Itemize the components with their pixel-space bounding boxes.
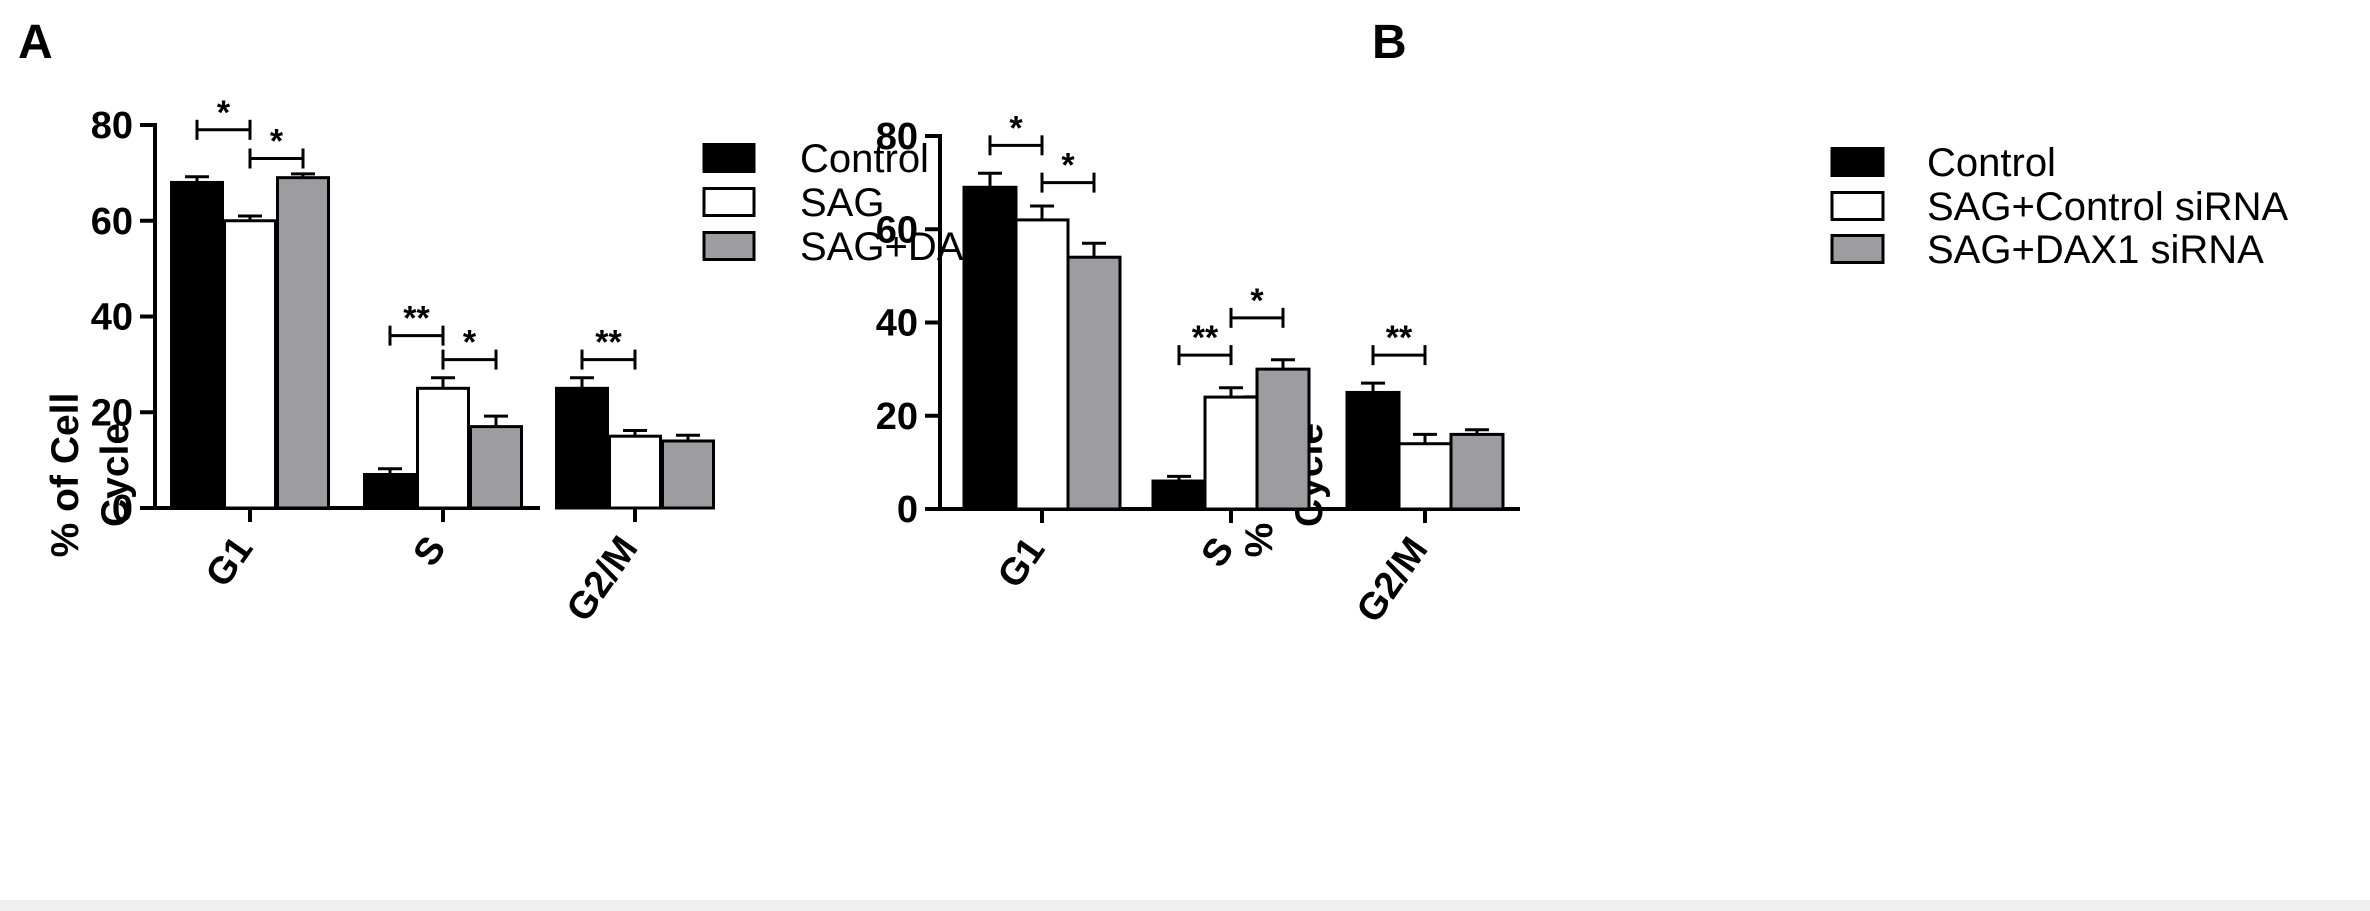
y-tick-label: 80 xyxy=(876,116,918,158)
y-tick-label: 40 xyxy=(91,297,133,339)
x-tick-label: G1 xyxy=(990,530,1053,596)
bar xyxy=(469,425,523,510)
significance-label: ** xyxy=(595,324,622,362)
legend-label: SAG xyxy=(800,181,884,225)
bar xyxy=(223,219,277,510)
significance-label: ** xyxy=(403,300,430,338)
y-tick-label: 40 xyxy=(876,303,918,345)
y-tick-label: 20 xyxy=(91,392,133,434)
legend-swatch xyxy=(1830,147,1885,177)
legend-swatch xyxy=(702,187,756,217)
bar xyxy=(1203,395,1259,511)
bar xyxy=(1066,255,1122,511)
panel-label-b: B xyxy=(1372,16,1407,69)
bar xyxy=(276,176,330,510)
bar xyxy=(1449,432,1505,511)
y-axis-title-a-line1: % of Cell xyxy=(44,393,87,558)
significance-label: * xyxy=(463,324,477,362)
y-tick-label: 60 xyxy=(876,209,918,251)
x-tick-label: G2/M xyxy=(559,529,647,629)
significance-label: * xyxy=(270,123,284,161)
y-axis-title-a-line2: Cycle xyxy=(94,423,137,527)
significance-label: * xyxy=(1061,147,1075,185)
significance-label: * xyxy=(217,94,231,132)
bar xyxy=(608,434,662,510)
bar xyxy=(661,439,715,510)
y-tick-label: 20 xyxy=(876,396,918,438)
x-tick-label: S xyxy=(1193,530,1242,575)
legend-label: SAG+DAX1 siRNA xyxy=(1927,228,2264,272)
legend-swatch xyxy=(1830,191,1885,221)
y-tick-label: 0 xyxy=(112,488,133,530)
legend-swatch xyxy=(1830,234,1885,264)
y-tick-label: 0 xyxy=(897,489,918,531)
significance-label: * xyxy=(1250,282,1264,320)
legend-label: Control xyxy=(800,137,929,181)
bottom-strip xyxy=(0,900,2370,911)
y-tick-label: 60 xyxy=(91,201,133,243)
bar xyxy=(1397,442,1453,511)
x-tick-label: S xyxy=(405,529,454,574)
bar xyxy=(1014,218,1070,511)
significance-label: ** xyxy=(1192,319,1219,357)
legend-swatch xyxy=(702,231,756,261)
x-tick-label: G2/M xyxy=(1349,530,1437,630)
bar xyxy=(416,386,470,510)
legend-label: Control xyxy=(1927,141,2056,185)
bar xyxy=(1151,479,1207,511)
bar xyxy=(555,386,609,510)
panel-label-a: A xyxy=(18,16,53,69)
legend-swatch xyxy=(702,143,756,173)
significance-label: * xyxy=(1009,109,1023,147)
bar xyxy=(363,472,417,510)
y-tick-label: 80 xyxy=(91,105,133,147)
bar xyxy=(962,185,1018,511)
panel-b: B % of Cell Cycle 020406080G1SG2/M******… xyxy=(876,16,2289,630)
significance-label: ** xyxy=(1386,319,1413,357)
bar xyxy=(1345,390,1401,511)
bar xyxy=(1255,367,1311,511)
bar xyxy=(170,180,224,510)
x-tick-label: G1 xyxy=(198,529,261,595)
legend-label: SAG+Control siRNA xyxy=(1927,185,2289,229)
